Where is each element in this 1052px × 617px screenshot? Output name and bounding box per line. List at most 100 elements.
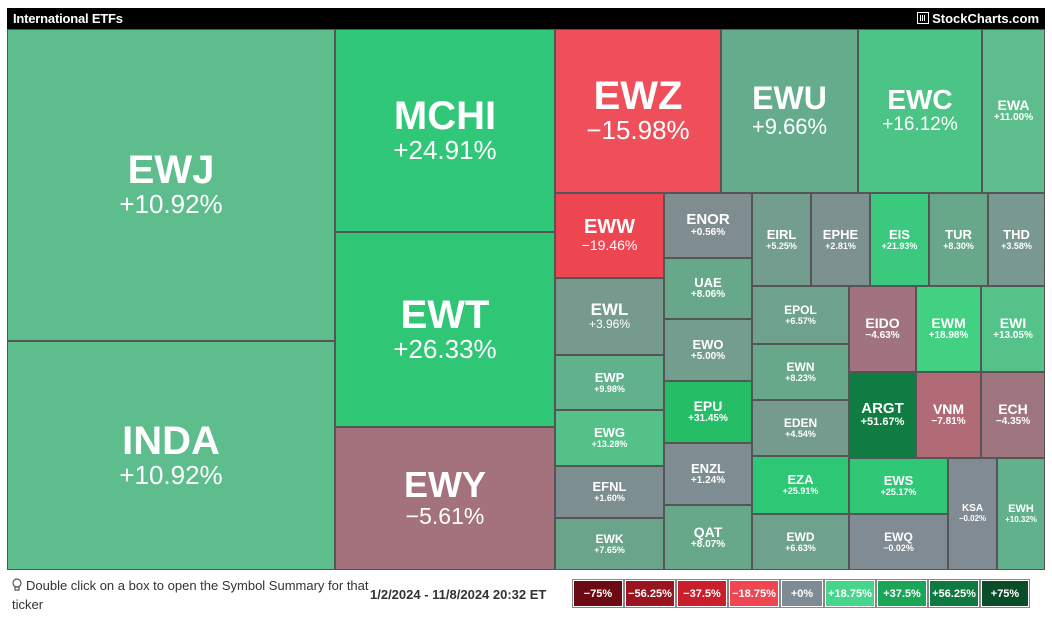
tile-mchi[interactable]: MCHI +24.91%: [335, 29, 555, 232]
tile-symbol: ARGT: [861, 400, 904, 418]
tile-symbol: MCHI: [393, 93, 497, 138]
tile-change: −15.98%: [586, 115, 690, 146]
tile-uae[interactable]: UAE +8.06%: [664, 258, 752, 319]
legend-cell: −56.25%: [624, 579, 676, 608]
tile-symbol: EWY: [403, 464, 486, 506]
chart-title: International ETFs: [13, 11, 123, 26]
tile-ewi[interactable]: EWI +13.05%: [981, 286, 1045, 372]
tile-change: −5.61%: [405, 503, 485, 530]
tile-symbol: EWC: [887, 84, 953, 116]
tile-change: +10.92%: [119, 459, 223, 490]
tile-thd[interactable]: THD +3.58%: [988, 193, 1045, 286]
tile-change: +1.60%: [594, 493, 625, 504]
legend-cell: +75%: [980, 579, 1030, 608]
tile-symbol: EDEN: [783, 415, 818, 430]
tile-change: +2.81%: [825, 240, 856, 251]
tile-symbol: VNM: [932, 401, 965, 418]
tile-symbol: EIS: [889, 226, 910, 242]
tile-symbol: ENZL: [691, 460, 725, 476]
tile-change: +4.54%: [785, 428, 816, 439]
tile-eden[interactable]: EDEN +4.54%: [752, 400, 849, 456]
tile-epu[interactable]: EPU +31.45%: [664, 381, 752, 443]
tile-change: +8.30%: [943, 240, 974, 251]
tile-ewm[interactable]: EWM +18.98%: [916, 286, 981, 372]
tile-symbol: EPU: [693, 398, 723, 415]
tile-change: +3.96%: [588, 317, 631, 332]
tile-ewn[interactable]: EWN +8.23%: [752, 344, 849, 400]
tile-change: +0.56%: [690, 227, 726, 239]
tile-ewd[interactable]: EWD +6.63%: [752, 514, 849, 570]
tile-eido[interactable]: EIDO −4.63%: [849, 286, 916, 372]
date-range: 1/2/2024 - 11/8/2024 20:32 ET: [370, 587, 547, 602]
tile-symbol: EWG: [593, 425, 626, 441]
tile-change: +3.58%: [1001, 240, 1032, 251]
tile-symbol: TUR: [945, 226, 972, 242]
tile-change: +11.00%: [993, 112, 1034, 124]
tile-argt[interactable]: ARGT +51.67%: [849, 372, 916, 458]
tile-ewy[interactable]: EWY −5.61%: [335, 427, 555, 570]
tile-change: −19.46%: [581, 237, 638, 254]
tile-change: +18.98%: [928, 330, 969, 342]
footer-hint: Double click on a box to open the Symbol…: [12, 576, 372, 614]
tile-change: −4.63%: [865, 330, 900, 342]
tile-ewa[interactable]: EWA +11.00%: [982, 29, 1045, 193]
tile-ewc[interactable]: EWC +16.12%: [858, 29, 982, 193]
tile-symbol: INDA: [122, 418, 220, 463]
tile-ews[interactable]: EWS +25.17%: [849, 458, 948, 514]
legend-cell: −18.75%: [728, 579, 780, 608]
tile-change: +25.91%: [782, 486, 819, 497]
tile-change: +16.12%: [882, 114, 958, 136]
tile-eww[interactable]: EWW −19.46%: [555, 193, 664, 278]
tile-tur[interactable]: TUR +8.30%: [929, 193, 988, 286]
tile-symbol: EWH: [1008, 502, 1034, 515]
tile-ewt[interactable]: EWT +26.33%: [335, 232, 555, 427]
tile-symbol: EWW: [583, 216, 636, 239]
tile-eis[interactable]: EIS +21.93%: [870, 193, 929, 286]
tile-change: +1.24%: [690, 474, 726, 486]
tile-change: −7.81%: [931, 416, 966, 428]
tile-ewp[interactable]: EWP +9.98%: [555, 355, 664, 410]
tile-change: +6.57%: [785, 315, 816, 326]
tile-ewz[interactable]: EWZ −15.98%: [555, 29, 721, 193]
brand-logo[interactable]: StockCharts.com: [917, 11, 1039, 26]
lightbulb-icon: [12, 578, 22, 591]
tile-ewu[interactable]: EWU +9.66%: [721, 29, 858, 193]
tile-eza[interactable]: EZA +25.91%: [752, 456, 849, 514]
tile-change: +9.66%: [751, 114, 828, 140]
tile-change: +5.00%: [690, 350, 726, 362]
tile-change: +5.25%: [766, 240, 797, 251]
tile-ech[interactable]: ECH −4.35%: [981, 372, 1045, 458]
tile-symbol: EWP: [594, 369, 625, 385]
tile-qat[interactable]: QAT +8.07%: [664, 505, 752, 570]
tile-eirl[interactable]: EIRL +5.25%: [752, 193, 811, 286]
tile-ewg[interactable]: EWG +13.28%: [555, 410, 664, 466]
tile-symbol: EPOL: [784, 302, 817, 317]
tile-ksa[interactable]: KSA −0.02%: [948, 458, 997, 570]
tile-change: +8.07%: [690, 538, 726, 550]
tile-change: +31.45%: [688, 413, 728, 425]
stockcharts-logo-icon: [917, 12, 930, 24]
tile-ewq[interactable]: EWQ −0.02%: [849, 514, 948, 570]
tile-ephe[interactable]: EPHE +2.81%: [811, 193, 870, 286]
tile-change: +8.23%: [785, 372, 816, 383]
tile-ewl[interactable]: EWL +3.96%: [555, 278, 664, 355]
tile-change: +9.98%: [594, 383, 625, 394]
tile-change: +24.91%: [393, 134, 497, 165]
tile-ewo[interactable]: EWO +5.00%: [664, 319, 752, 381]
tile-ewh[interactable]: EWH +10.32%: [997, 458, 1045, 570]
tile-symbol: QAT: [693, 523, 723, 540]
tile-symbol: EWD: [786, 529, 815, 544]
tile-ewk[interactable]: EWK +7.65%: [555, 518, 664, 570]
tile-symbol: EWU: [752, 80, 827, 117]
tile-enzl[interactable]: ENZL +1.24%: [664, 443, 752, 505]
tile-epol[interactable]: EPOL +6.57%: [752, 286, 849, 344]
color-legend: −75% −56.25% −37.5% −18.75% +0% +18.75% +37.5%…: [572, 579, 1031, 608]
tile-change: +26.33%: [393, 333, 497, 364]
tile-symbol: EWS: [883, 473, 914, 489]
tile-symbol: UAE: [694, 275, 722, 291]
tile-vnm[interactable]: VNM −7.81%: [916, 372, 981, 458]
tile-efnl[interactable]: EFNL +1.60%: [555, 466, 664, 518]
tile-enor[interactable]: ENOR +0.56%: [664, 193, 752, 258]
tile-ewj[interactable]: EWJ +10.92%: [7, 29, 335, 341]
tile-inda[interactable]: INDA +10.92%: [7, 341, 335, 570]
